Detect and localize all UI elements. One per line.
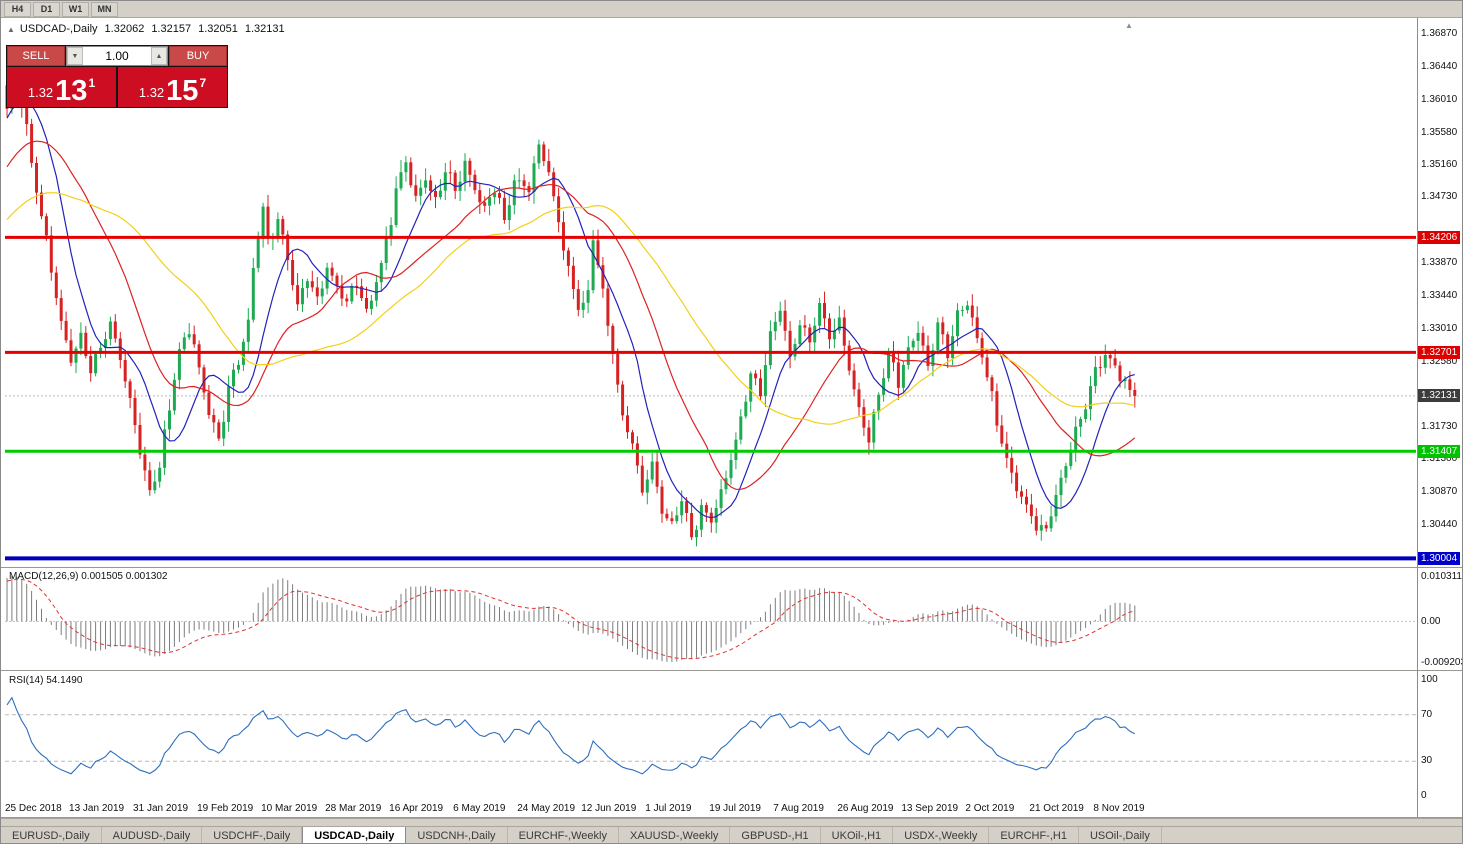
date-axis-label: 13 Jan 2019 [69,803,125,814]
ohlc-close: 1.32131 [244,23,285,35]
chart-symbol-label: USDCAD-,Daily [19,23,98,35]
sell-price-prefix: 1.32 [27,85,54,100]
timeframe-d1-button[interactable]: D1 [33,1,60,17]
chart-tab-eurchf-weekly[interactable]: EURCHF-,Weekly [508,827,619,843]
date-axis-label: 21 Oct 2019 [1029,803,1084,814]
buy-price-prefix: 1.32 [138,85,165,100]
timeframe-h4-button[interactable]: H4 [4,1,31,17]
date-axis-label: 13 Sep 2019 [901,803,959,814]
price-axis-label: 1.36010 [1421,93,1458,105]
ohlc-low: 1.32051 [198,23,238,35]
volume-decrease-icon[interactable]: ▼ [67,47,83,65]
date-axis-label: 19 Feb 2019 [197,803,254,814]
date-axis-label: 8 Nov 2019 [1093,803,1145,814]
chart-tab-usoil-daily[interactable]: USOil-,Daily [1079,827,1162,843]
buy-price-big: 15 [166,75,199,108]
macd-indicator-chart[interactable] [5,568,1416,670]
date-axis-label: 31 Jan 2019 [133,803,189,814]
date-axis-label: 2 Oct 2019 [965,803,1015,814]
collapse-panel-icon[interactable]: ▲ [7,24,15,34]
timeframe-toolbar: H4 D1 W1 MN [1,1,1462,18]
rsi-panel-label: RSI(14) 54.1490 [9,675,83,686]
sell-button[interactable]: SELL [7,46,65,66]
rsi-axis-label: 0 [1421,790,1427,801]
price-tag: 1.34206 [1418,230,1461,244]
price-axis-label: 1.33010 [1421,322,1458,334]
price-axis-label: 1.33440 [1421,289,1458,301]
macd-axis-label: -0.009203 [1421,657,1463,668]
chart-tab-xauusd-weekly[interactable]: XAUUSD-,Weekly [619,827,731,843]
price-axis-label: 1.30440 [1421,519,1458,531]
panel-splitter[interactable] [1,670,1462,671]
rsi-indicator-chart[interactable] [5,672,1416,801]
date-axis-label: 6 May 2019 [453,803,506,814]
price-axis-label: 1.35160 [1421,158,1458,170]
price-axis-label: 1.31730 [1421,420,1458,432]
one-click-trading-panel: SELL ▼ ▲ BUY 1.32 13 1 1.32 15 7 [6,45,228,108]
ohlc-high: 1.32157 [151,23,192,35]
chart-tab-eurchf-h1[interactable]: EURCHF-,H1 [989,827,1079,843]
rsi-axis-label: 100 [1421,674,1438,685]
chart-tabs-bar: EURUSD-,Daily AUDUSD-,Daily USDCHF-,Daily U… [1,826,1462,843]
buy-button[interactable]: BUY [169,46,227,66]
date-axis-label: 26 Aug 2019 [837,803,894,814]
timeframe-w1-button[interactable]: W1 [62,1,89,17]
sell-price-pipette: 1 [88,76,96,90]
date-axis-label: 1 Jul 2019 [645,803,692,814]
rsi-axis-label: 30 [1421,755,1433,767]
date-axis-label: 12 Jun 2019 [581,803,637,814]
chart-tab-usdchf-daily[interactable]: USDCHF-,Daily [202,827,303,843]
price-axis-label: 1.32580 [1421,355,1458,367]
price-axis-label: 1.34730 [1421,191,1458,203]
macd-panel-label: MACD(12,26,9) 0.001505 0.001302 [9,571,168,582]
sell-price-button[interactable]: 1.32 13 1 [7,67,116,107]
panel-splitter[interactable] [1,567,1462,568]
chart-tab-usdcad-daily[interactable]: USDCAD-,Daily [302,827,407,843]
timeframe-mn-button[interactable]: MN [91,1,118,17]
macd-axis-label: 0.00 [1421,616,1441,628]
chart-tab-audusd-daily[interactable]: AUDUSD-,Daily [102,827,203,843]
main-price-chart[interactable] [5,21,1416,566]
bottom-strip [1,818,1462,827]
price-axis-border [1417,18,1418,817]
price-axis-label: 1.33870 [1421,257,1458,269]
price-tag: 1.30004 [1418,551,1461,565]
date-axis-label: 7 Aug 2019 [773,803,824,814]
chart-tab-usdcnh-daily[interactable]: USDCNH-,Daily [406,827,508,843]
chart-bottom-border [1,817,1462,818]
date-axis-label: 19 Jul 2019 [709,803,761,814]
date-axis-label: 25 Dec 2018 [5,803,62,814]
date-axis-label: 16 Apr 2019 [389,803,444,814]
buy-price-button[interactable]: 1.32 15 7 [118,67,227,107]
price-axis-label: 1.30870 [1421,486,1458,498]
chart-tab-gbpusd-h1[interactable]: GBPUSD-,H1 [730,827,821,843]
rsi-axis-label: 70 [1421,708,1433,720]
volume-increase-icon[interactable]: ▲ [151,47,167,65]
date-axis-label: 24 May 2019 [517,803,576,814]
ohlc-open: 1.32062 [104,23,145,35]
macd-axis-label: 0.010311 [1421,571,1462,582]
sell-price-big: 13 [55,75,88,108]
price-axis-label: 1.31300 [1421,453,1458,465]
price-tag: 1.31407 [1418,444,1461,458]
price-axis-label: 1.35580 [1421,126,1458,138]
price-axis-label: 1.36870 [1421,27,1458,39]
chart-tab-ukoil-h1[interactable]: UKOil-,H1 [821,827,894,843]
price-axis-label: 1.36440 [1421,60,1458,72]
date-axis-label: 28 Mar 2019 [325,803,382,814]
chart-tab-eurusd-daily[interactable]: EURUSD-,Daily [1,827,102,843]
chart-ohlc-header: ▲ USDCAD-,Daily 1.32062 1.32157 1.32051 … [7,23,285,35]
chart-tab-usdx-weekly[interactable]: USDX-,Weekly [893,827,990,843]
date-axis-label: 10 Mar 2019 [261,803,318,814]
buy-price-pipette: 7 [199,76,207,90]
volume-input[interactable] [83,47,151,65]
price-tag: 1.32701 [1418,345,1461,359]
price-tag: 1.32131 [1418,389,1461,403]
scroll-position-icon[interactable]: ▲ [1125,21,1133,30]
volume-control: ▼ ▲ [66,46,168,66]
